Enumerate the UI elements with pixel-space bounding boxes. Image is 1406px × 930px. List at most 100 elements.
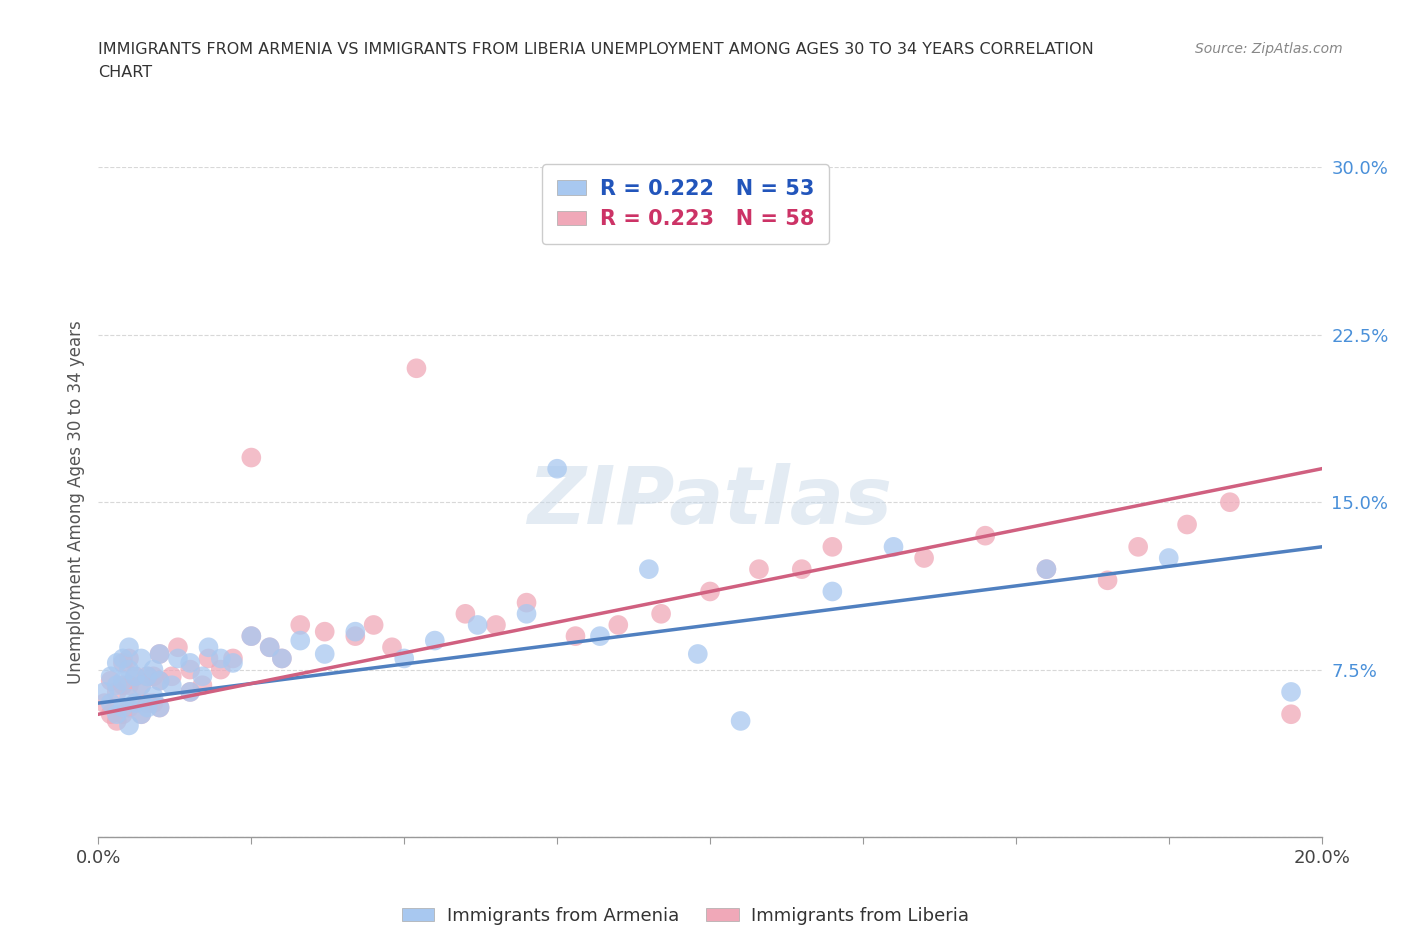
Point [222,656,245,671]
Point [118,718,141,733]
Point [240,629,263,644]
Point [191,678,214,693]
Point [136,700,159,715]
Point [405,361,427,376]
Point [93,696,115,711]
Point [100,669,122,684]
Point [821,539,844,554]
Point [259,640,281,655]
Legend: Immigrants from Armenia, Immigrants from Liberia: Immigrants from Armenia, Immigrants from… [395,899,977,930]
Point [129,678,152,693]
Point [118,640,141,655]
Point [118,651,141,666]
Point [149,673,172,688]
Point [93,684,115,699]
Point [209,651,232,666]
Point [1279,684,1302,699]
Point [129,678,152,693]
Point [124,696,146,711]
Point [111,651,134,666]
Point [314,624,336,639]
Point [118,691,141,706]
Point [485,618,508,632]
Point [730,713,752,728]
Point [546,461,568,476]
Point [270,651,292,666]
Point [191,669,214,684]
Point [160,678,183,693]
Point [607,618,630,632]
Point [149,700,172,715]
Point [136,669,159,684]
Point [118,678,141,693]
Y-axis label: Unemployment Among Ages 30 to 34 years: Unemployment Among Ages 30 to 34 years [66,320,84,684]
Point [111,656,134,671]
Point [1035,562,1057,577]
Point [149,646,172,661]
Point [100,673,122,688]
Point [686,646,709,661]
Point [179,656,201,671]
Point [270,651,292,666]
Point [240,629,263,644]
Point [222,651,245,666]
Text: CHART: CHART [98,65,152,80]
Point [100,707,122,722]
Point [149,646,172,661]
Point [516,595,538,610]
Point [467,618,489,632]
Point [650,606,672,621]
Point [111,673,134,688]
Point [1219,495,1241,510]
Point [344,624,367,639]
Point [129,707,152,722]
Text: ZIPatlas: ZIPatlas [527,463,893,541]
Point [136,669,159,684]
Point [142,696,165,711]
Point [129,651,152,666]
Point [124,669,146,684]
Point [142,669,165,684]
Point [344,629,367,644]
Point [129,707,152,722]
Point [105,656,128,671]
Point [149,673,172,688]
Point [167,651,190,666]
Point [167,640,190,655]
Point [748,562,770,577]
Point [423,633,446,648]
Point [111,678,134,693]
Point [118,662,141,677]
Point [105,713,128,728]
Point [912,551,935,565]
Text: IMMIGRANTS FROM ARMENIA VS IMMIGRANTS FROM LIBERIA UNEMPLOYMENT AMONG AGES 30 TO: IMMIGRANTS FROM ARMENIA VS IMMIGRANTS FR… [98,42,1094,57]
Point [105,678,128,693]
Point [454,606,477,621]
Point [111,707,134,722]
Point [197,651,219,666]
Point [564,629,586,644]
Point [637,562,661,577]
Point [111,700,134,715]
Point [516,606,538,621]
Point [142,662,165,677]
Point [1035,562,1057,577]
Point [149,700,172,715]
Point [392,651,416,666]
Point [105,684,128,699]
Point [1097,573,1119,588]
Point [160,669,183,684]
Point [1157,551,1180,565]
Point [124,669,146,684]
Point [314,646,336,661]
Point [197,640,219,655]
Point [883,539,905,554]
Point [118,700,141,715]
Point [179,662,201,677]
Point [105,707,128,722]
Point [974,528,997,543]
Point [363,618,385,632]
Point [290,618,312,632]
Point [1279,707,1302,722]
Point [699,584,721,599]
